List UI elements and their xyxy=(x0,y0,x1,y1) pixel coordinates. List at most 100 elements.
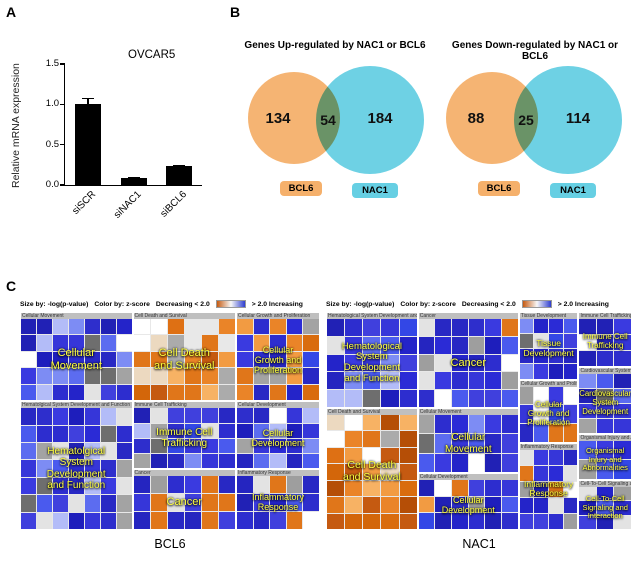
x-axis-tick-label: siNAC1 xyxy=(111,189,144,221)
treemap-tile xyxy=(363,414,381,431)
treemap-tile xyxy=(116,512,132,529)
treemap-tile xyxy=(253,493,270,511)
treemap-tile xyxy=(52,460,68,477)
treemap-tile xyxy=(237,368,253,384)
treemap-tile xyxy=(68,335,84,351)
treemap-tile xyxy=(381,336,399,354)
treemap-tile xyxy=(614,486,631,501)
treemap-tile xyxy=(468,480,485,496)
treemap-tile xyxy=(363,354,381,372)
treemap-tile xyxy=(167,493,184,511)
treemap-tile xyxy=(579,501,596,515)
treemap-tile xyxy=(502,319,518,336)
treemap-tile xyxy=(52,351,68,368)
treemap-tile xyxy=(579,460,596,479)
treemap-tile xyxy=(68,477,84,495)
treemap-tile xyxy=(485,390,502,407)
venn-down-bcl6-count: 88 xyxy=(467,110,485,127)
treemap-tile xyxy=(270,423,286,438)
panel-c-label: C xyxy=(6,278,17,294)
treemap-tile xyxy=(596,403,614,418)
treemap-tile xyxy=(84,335,100,351)
treemap-tile xyxy=(84,425,100,443)
treemap-tile xyxy=(68,319,84,335)
treemap-tile xyxy=(452,372,468,390)
treemap-tile xyxy=(253,319,270,335)
treemap-tile xyxy=(563,334,578,349)
treemap-tile xyxy=(345,480,363,497)
treemap-tile xyxy=(468,513,485,529)
treemap-tile xyxy=(184,511,201,529)
treemap-tile xyxy=(345,513,363,529)
treemap-tile xyxy=(381,354,399,372)
treemap-tile xyxy=(596,501,614,515)
treemap-tile xyxy=(579,388,596,403)
treemap-tile xyxy=(218,438,235,453)
treemap-tile xyxy=(327,447,345,464)
treemap-tile xyxy=(418,513,435,529)
error-bar xyxy=(81,97,94,106)
legend-size-by: Size by: -log(p-value) xyxy=(20,300,89,308)
treemap-tile xyxy=(201,453,218,468)
treemap-tile xyxy=(435,336,452,354)
venn-up-bcl6-badge: BCL6 xyxy=(280,181,322,196)
treemap-caption-bcl6: BCL6 xyxy=(154,537,186,551)
treemap-tile xyxy=(237,408,253,423)
treemap-tile xyxy=(435,480,452,496)
treemap-tile xyxy=(327,464,345,480)
treemap-tile xyxy=(327,480,345,497)
treemap-tile xyxy=(519,481,534,497)
treemap-region-title: Cell Death and Survival xyxy=(327,408,417,415)
legend-size-by: Size by: -log(p-value) xyxy=(326,300,395,308)
treemap-tile xyxy=(399,497,417,513)
treemap-tile xyxy=(116,495,132,512)
treemap-tile xyxy=(452,434,468,453)
treemap-tile xyxy=(549,497,563,513)
treemap-tile xyxy=(549,449,563,465)
panel-a-y-axis-title: Relative mRNA expression xyxy=(10,63,22,188)
treemap-region-title: Cellular Development xyxy=(237,402,319,409)
treemap-tile xyxy=(116,477,132,495)
treemap-tile xyxy=(253,408,270,423)
treemap-tile xyxy=(286,493,303,511)
y-axis-tick xyxy=(60,184,65,186)
treemap-tile xyxy=(237,335,253,351)
treemap-tile xyxy=(381,414,399,431)
treemap-tiles xyxy=(579,373,631,434)
treemap-tiles xyxy=(237,319,319,401)
venn-down-nac1-circle xyxy=(514,66,622,174)
treemap-tile xyxy=(237,423,253,438)
treemap-tile xyxy=(52,319,68,335)
treemap-tile xyxy=(579,373,596,388)
treemap-region-title: Cardiovascular System Development xyxy=(579,367,631,374)
treemap-tile xyxy=(485,513,502,529)
bar-sibcl6 xyxy=(166,165,193,185)
treemap-region-cell-death-and-survival: Cell Death and Survival Cell Death and Su… xyxy=(326,407,418,530)
treemap-tiles xyxy=(21,319,132,401)
treemap-tile xyxy=(167,475,184,493)
treemap-tile xyxy=(201,475,218,493)
legend-increasing-label: > 2.0 Increasing xyxy=(557,300,609,308)
treemap-tile xyxy=(502,390,518,407)
treemap-tile xyxy=(84,408,100,425)
treemap-tile xyxy=(534,497,549,513)
treemap-tile xyxy=(36,384,52,401)
treemap-tile xyxy=(452,496,468,513)
panel-a-label: A xyxy=(6,4,17,20)
y-axis-tick xyxy=(60,63,65,65)
treemap-tile xyxy=(468,319,485,336)
treemap-tile xyxy=(100,443,116,460)
treemap-tiles xyxy=(133,319,235,401)
treemap-tile xyxy=(270,368,286,384)
treemap-tile xyxy=(399,513,417,529)
treemap-region-title: Organismal Injury and Abnormalities xyxy=(579,435,631,442)
treemap-tile xyxy=(84,443,100,460)
treemap-tile xyxy=(36,443,52,460)
treemap-tile xyxy=(286,319,303,335)
treemap-region-inflammatory-response: Inflammatory Response Inflammatory Respon… xyxy=(518,442,579,530)
treemap-tile xyxy=(345,414,363,431)
treemap-region-title: Cell Death and Survival xyxy=(133,313,235,319)
treemap-tile xyxy=(363,497,381,513)
treemap-tile xyxy=(399,464,417,480)
treemap-tile xyxy=(150,335,167,351)
